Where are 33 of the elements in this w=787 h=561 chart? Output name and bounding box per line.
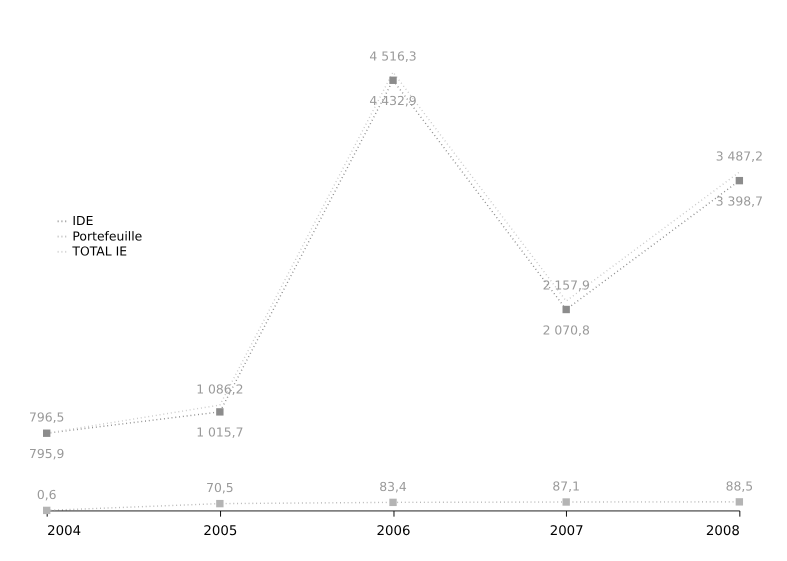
data-label: 87,1 [552,480,580,494]
point [42,506,50,514]
x-tick-label: 2005 [203,524,238,539]
legend-label: Portefeuille [72,229,142,244]
legend-label: IDE [72,214,94,228]
data-label: 795,9 [28,446,64,461]
point [562,498,570,506]
data-label: 4 432,9 [369,94,417,108]
data-label: 3 398,7 [716,194,763,208]
data-label: 0,6 [36,488,57,502]
data-label: 3 487,2 [716,150,763,164]
point [562,306,570,314]
point [736,176,744,184]
x-tick-label: 2006 [376,524,410,539]
data-label: 88,5 [726,479,754,494]
data-label: 70,5 [206,481,234,496]
x-tick-label: 2007 [550,524,584,539]
data-label: 83,4 [379,480,407,494]
point [42,430,50,437]
point [216,500,224,508]
x-tick-label: 2004 [47,524,82,539]
point [389,76,397,84]
point [389,498,397,506]
point [736,498,744,506]
data-label: 2 070,8 [542,323,590,338]
x-tick-label: 2008 [706,524,740,539]
legend-label: TOTAL IE [71,244,128,259]
data-label: 1 015,7 [196,426,244,440]
data-label: 2 157,9 [542,278,590,293]
point [216,408,224,416]
data-label: 796,5 [28,410,64,425]
data-label: 4 516,3 [369,50,417,64]
data-label: 1 086,2 [196,382,244,397]
